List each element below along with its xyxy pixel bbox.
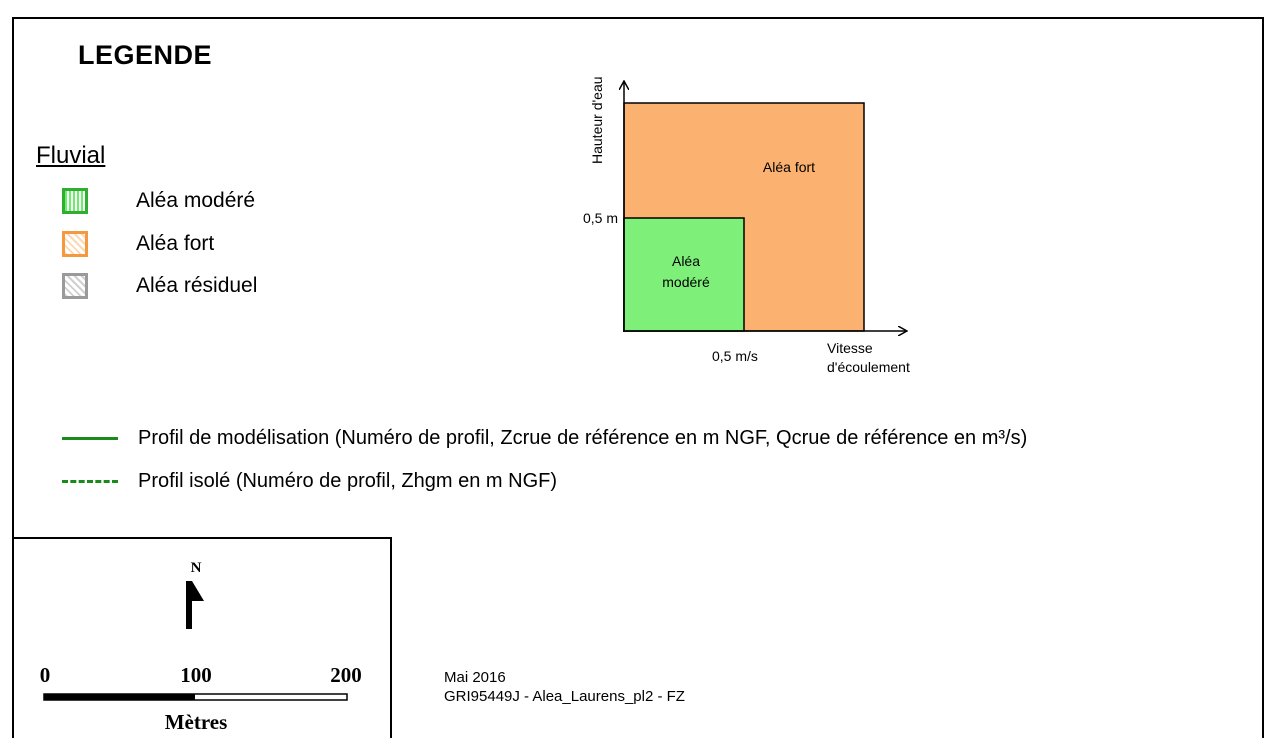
profile-label: Profil isolé (Numéro de profil, Zhgm en … [138, 470, 558, 492]
solid-line-symbol [62, 437, 118, 440]
scale-tick-label: 0 [40, 663, 51, 687]
dashed-line-symbol [62, 480, 118, 483]
alea-modere-zone-label: Aléa [672, 253, 700, 269]
scale-unit: Mètres [165, 710, 228, 734]
legend-section-fluvial: Fluvial [36, 142, 106, 169]
map-frame [12, 17, 1264, 738]
x-threshold-label: 0,5 m/s [712, 348, 758, 364]
alea-fort-swatch [62, 231, 88, 257]
alea-modere-zone [623, 217, 745, 332]
x-axis-label: d'écoulement [827, 359, 910, 375]
north-label: N [191, 560, 202, 576]
y-threshold-label: 0,5 m [583, 210, 618, 226]
footer-reference: GRI95449J - Alea_Laurens_pl2 - FZ [444, 688, 685, 705]
alea-modere-swatch [62, 188, 88, 214]
alea-modere-zone-label: modéré [662, 274, 710, 290]
map-footer: Mai 2016 GRI95449J - Alea_Laurens_pl2 - … [444, 668, 685, 706]
y-axis-label: Hauteur d'eau [589, 76, 605, 164]
legend-item-label: Aléa modéré [136, 189, 256, 212]
scale-tick-label: 200 [330, 663, 362, 687]
scale-and-north-box: N 0 100 200 Mètres [12, 537, 392, 738]
scale-tick-label: 100 [180, 663, 212, 687]
alea-residuel-swatch [62, 273, 88, 299]
footer-date: Mai 2016 [444, 669, 506, 686]
hazard-diagram: Hauteur d'eau 0,5 m 0,5 m/s Vitesse d'éc… [583, 76, 910, 375]
x-axis-label: Vitesse [827, 340, 873, 356]
profile-label: Profil de modélisation (Numéro de profil… [138, 427, 1028, 449]
legend-item-label: Aléa fort [136, 232, 215, 255]
legend-title: LEGENDE [78, 40, 213, 70]
scale-graphic: N 0 100 200 Mètres [40, 560, 362, 734]
scale-bar-segment [44, 694, 195, 700]
north-arrow-icon [186, 581, 204, 629]
alea-fort-zone-label: Aléa fort [763, 159, 815, 175]
legend-item-label: Aléa résiduel [136, 274, 258, 297]
